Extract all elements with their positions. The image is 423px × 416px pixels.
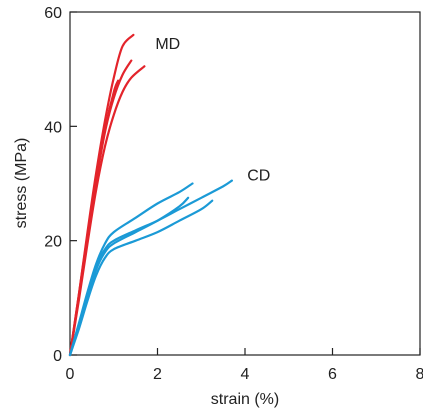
md-series-line xyxy=(68,33,135,357)
y-axis-label: stress (MPa) xyxy=(13,138,30,229)
x-tick-label: 0 xyxy=(66,366,75,383)
y-tick-label: 0 xyxy=(53,348,62,365)
plot-frame xyxy=(69,11,421,356)
y-tick-label: 60 xyxy=(44,5,62,22)
x-tick-label: 6 xyxy=(328,366,337,383)
md-series-line xyxy=(68,79,120,357)
series-lines xyxy=(68,33,233,357)
x-tick-label: 8 xyxy=(416,366,423,383)
x-axis-label: strain (%) xyxy=(211,391,279,408)
cd-series-line xyxy=(68,199,214,357)
axis-ticks xyxy=(69,11,421,356)
cd-annotation: CD xyxy=(247,168,270,185)
y-tick-label: 40 xyxy=(44,119,62,136)
x-tick-label: 4 xyxy=(241,366,250,383)
x-tick-label: 2 xyxy=(153,366,162,383)
annotations: MD CD xyxy=(155,36,270,184)
y-tick-label: 20 xyxy=(44,234,62,251)
md-series-line xyxy=(68,59,133,357)
tick-labels: 0 2 4 6 8 0 20 40 60 xyxy=(44,5,423,383)
md-annotation: MD xyxy=(155,36,180,53)
